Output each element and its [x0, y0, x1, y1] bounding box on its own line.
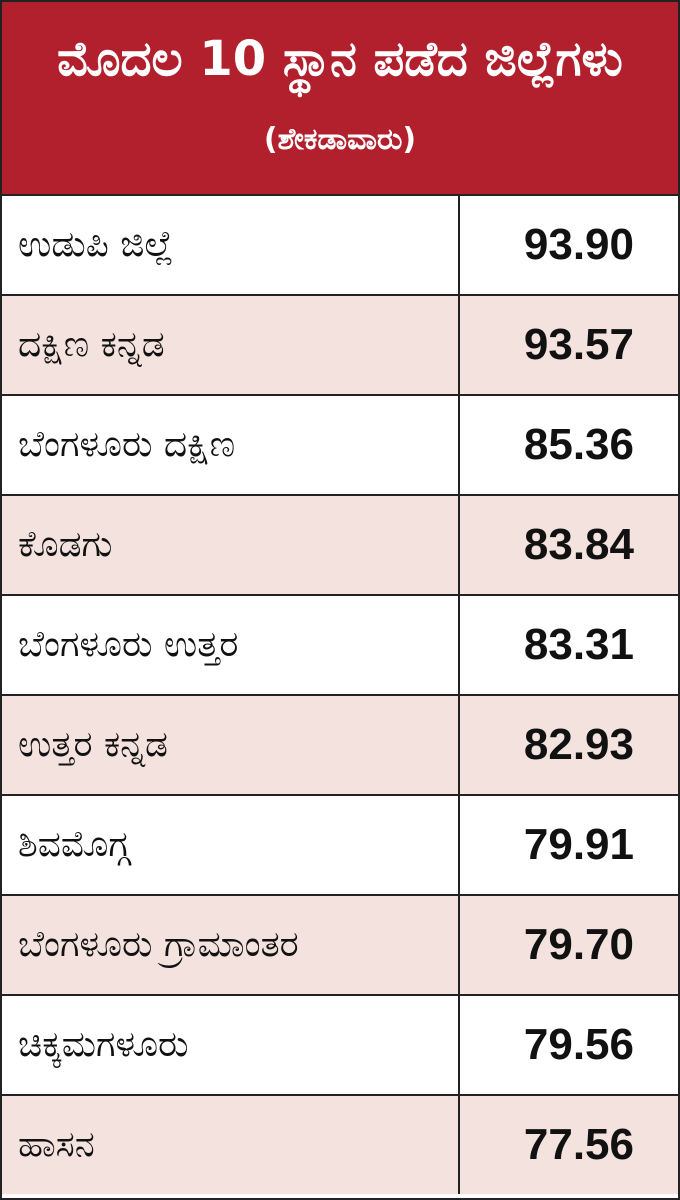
pass-percentage: 77.56 [523, 1120, 634, 1169]
table-row: ಬೆಂಗಳೂರು ಗ್ರಾಮಾಂತರ 79.70 [2, 896, 678, 996]
district-name: ಶಿವಮೊಗ್ಗ [2, 796, 460, 894]
district-name: ಬೆಂಗಳೂರು ಉತ್ತರ [2, 596, 460, 694]
table-row: ದಕ್ಷಿಣ ಕನ್ನಡ 93.57 [2, 296, 678, 396]
pass-percentage: 82.93 [523, 720, 634, 769]
pass-percentage: 83.31 [523, 620, 634, 669]
district-name: ಉತ್ತರ ಕನ್ನಡ [2, 696, 460, 794]
district-name: ಹಾಸನ [2, 1096, 460, 1194]
pass-percentage: 79.56 [523, 1020, 634, 1069]
table-row: ಉತ್ತರ ಕನ್ನಡ 82.93 [2, 696, 678, 796]
header: ಮೊದಲ 10 ಸ್ಥಾನ ಪಡೆದ ಜಿಲ್ಲೆಗಳು (ಶೇಕಡಾವಾರು) [2, 2, 678, 196]
table-row: ಹಾಸನ 77.56 [2, 1096, 678, 1194]
table-row: ಬೆಂಗಳೂರು ದಕ್ಷಿಣ 85.36 [2, 396, 678, 496]
district-name: ಬೆಂಗಳೂರು ಗ್ರಾಮಾಂತರ [2, 896, 460, 994]
table-row: ಶಿವಮೊಗ್ಗ 79.91 [2, 796, 678, 896]
district-name: ಕೊಡಗು [2, 496, 460, 594]
pass-percentage: 93.90 [523, 220, 634, 269]
district-name: ದಕ್ಷಿಣ ಕನ್ನಡ [2, 296, 460, 394]
table-body: ಉಡುಪಿ ಜಿಲ್ಲೆ 93.90 ದಕ್ಷಿಣ ಕನ್ನಡ 93.57 ಬೆಂಗಳೂ… [2, 196, 678, 1194]
table-row: ಕೊಡಗು 83.84 [2, 496, 678, 596]
table-row: ಬೆಂಗಳೂರು ಉತ್ತರ 83.31 [2, 596, 678, 696]
table-row: ಉಡುಪಿ ಜಿಲ್ಲೆ 93.90 [2, 196, 678, 296]
subtitle: (ಶೇಕಡಾವಾರು) [263, 122, 417, 157]
pass-percentage: 93.57 [523, 320, 634, 369]
pass-percentage: 83.84 [523, 520, 634, 569]
district-name: ಬೆಂಗಳೂರು ದಕ್ಷಿಣ [2, 396, 460, 494]
pass-percentage: 79.70 [523, 920, 634, 969]
title: ಮೊದಲ 10 ಸ್ಥಾನ ಪಡೆದ ಜಿಲ್ಲೆಗಳು [57, 31, 623, 87]
pass-percentage: 79.91 [523, 820, 634, 869]
pass-percentage: 85.36 [523, 420, 634, 469]
table-row: ಚಿಕ್ಕಮಗಳೂರು 79.56 [2, 996, 678, 1096]
district-name: ಉಡುಪಿ ಜಿಲ್ಲೆ [2, 196, 460, 294]
district-name: ಚಿಕ್ಕಮಗಳೂರು [2, 996, 460, 1094]
